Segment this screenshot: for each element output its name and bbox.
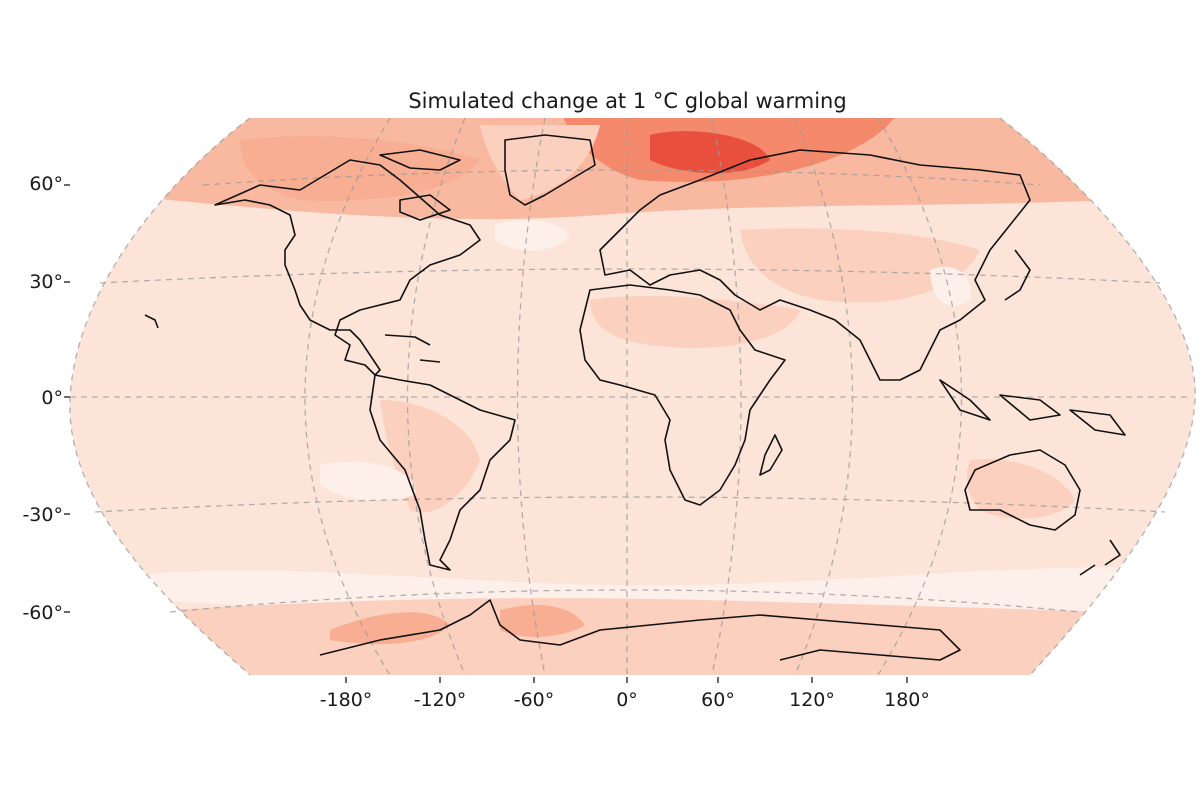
japan-coast [1004,249,1031,301]
africa-coast [579,284,786,506]
southeast-asia-islands [939,379,1126,436]
arctic-hotspot-core [650,131,770,174]
parallel-30s [94,496,1166,513]
australia-warm-area [967,459,1075,519]
lon-label-120: 120° [789,689,835,711]
lon-label-0: 0° [616,689,638,711]
meridian-m180 [304,117,391,676]
map-title: Simulated change at 1 °C global warming [408,89,847,113]
lat-label-60s: -60° [22,602,63,624]
arctic-islands-coast [379,149,461,221]
lon-label-60: 60° [701,689,735,711]
latitude-axis: 60° 30° 0° -30° -60° [22,173,70,624]
greenland-warm-area [480,125,600,200]
parallel-60n [202,169,1041,186]
lat-label-60n: 60° [29,173,63,195]
sahara-warm-area [590,295,800,349]
coastlines [144,134,1126,661]
meridian-60 [711,117,742,676]
canada-warm-area [240,136,480,201]
lon-label-m120: -120° [414,689,467,711]
meridian-120 [794,117,854,676]
longitude-axis: -180° -120° -60° 0° 60° 120° 180° [320,677,930,711]
hawaii-islands [144,314,159,329]
australia-coast [964,449,1081,531]
new-zealand-coast [1079,539,1121,576]
greenland-coast [504,134,596,206]
lon-label-m180: -180° [320,689,373,711]
north-atlantic-cool-patch [495,219,570,251]
caribbean-islands [384,334,441,363]
lat-label-0: 0° [41,387,63,409]
antarctic-warm-band [100,598,1196,675]
antarctica-coast [319,599,961,661]
south-america-coast [369,374,516,571]
lon-label-180: 180° [884,689,930,711]
eurasia-coast [599,149,1031,381]
graticule [69,117,1196,676]
lon-label-m60: -60° [514,689,555,711]
parallel-60s [169,589,1081,613]
east-asia-cool-patch [930,266,971,306]
west-antarctic-warm-patch [330,612,450,645]
meridian-m120 [406,117,466,676]
lat-label-30s: -30° [22,504,63,526]
north-america-coast [214,159,481,376]
meridian-180 [877,117,963,676]
map-boundary [69,117,1196,676]
parallel-30n [99,268,1161,284]
south-pacific-cool-patch [320,461,416,501]
weddell-warm-patch [500,605,585,637]
asia-warm-area [740,228,980,303]
meridian-m60 [516,117,546,676]
lat-label-30n: 30° [29,271,63,293]
madagascar-coast [759,434,783,476]
